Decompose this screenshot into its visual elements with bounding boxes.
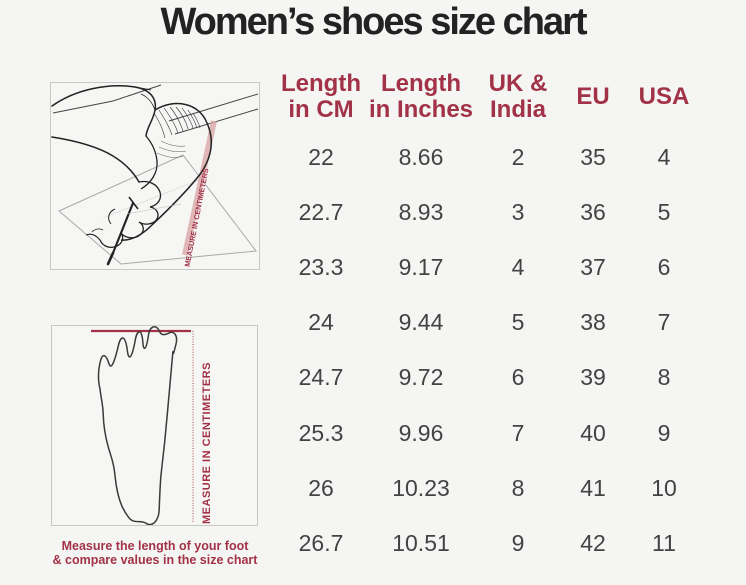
svg-text:MEASURE IN CENTIMETERS: MEASURE IN CENTIMETERS [183,167,211,267]
svg-text:MEASURE IN CENTIMETERS: MEASURE IN CENTIMETERS [201,362,213,524]
